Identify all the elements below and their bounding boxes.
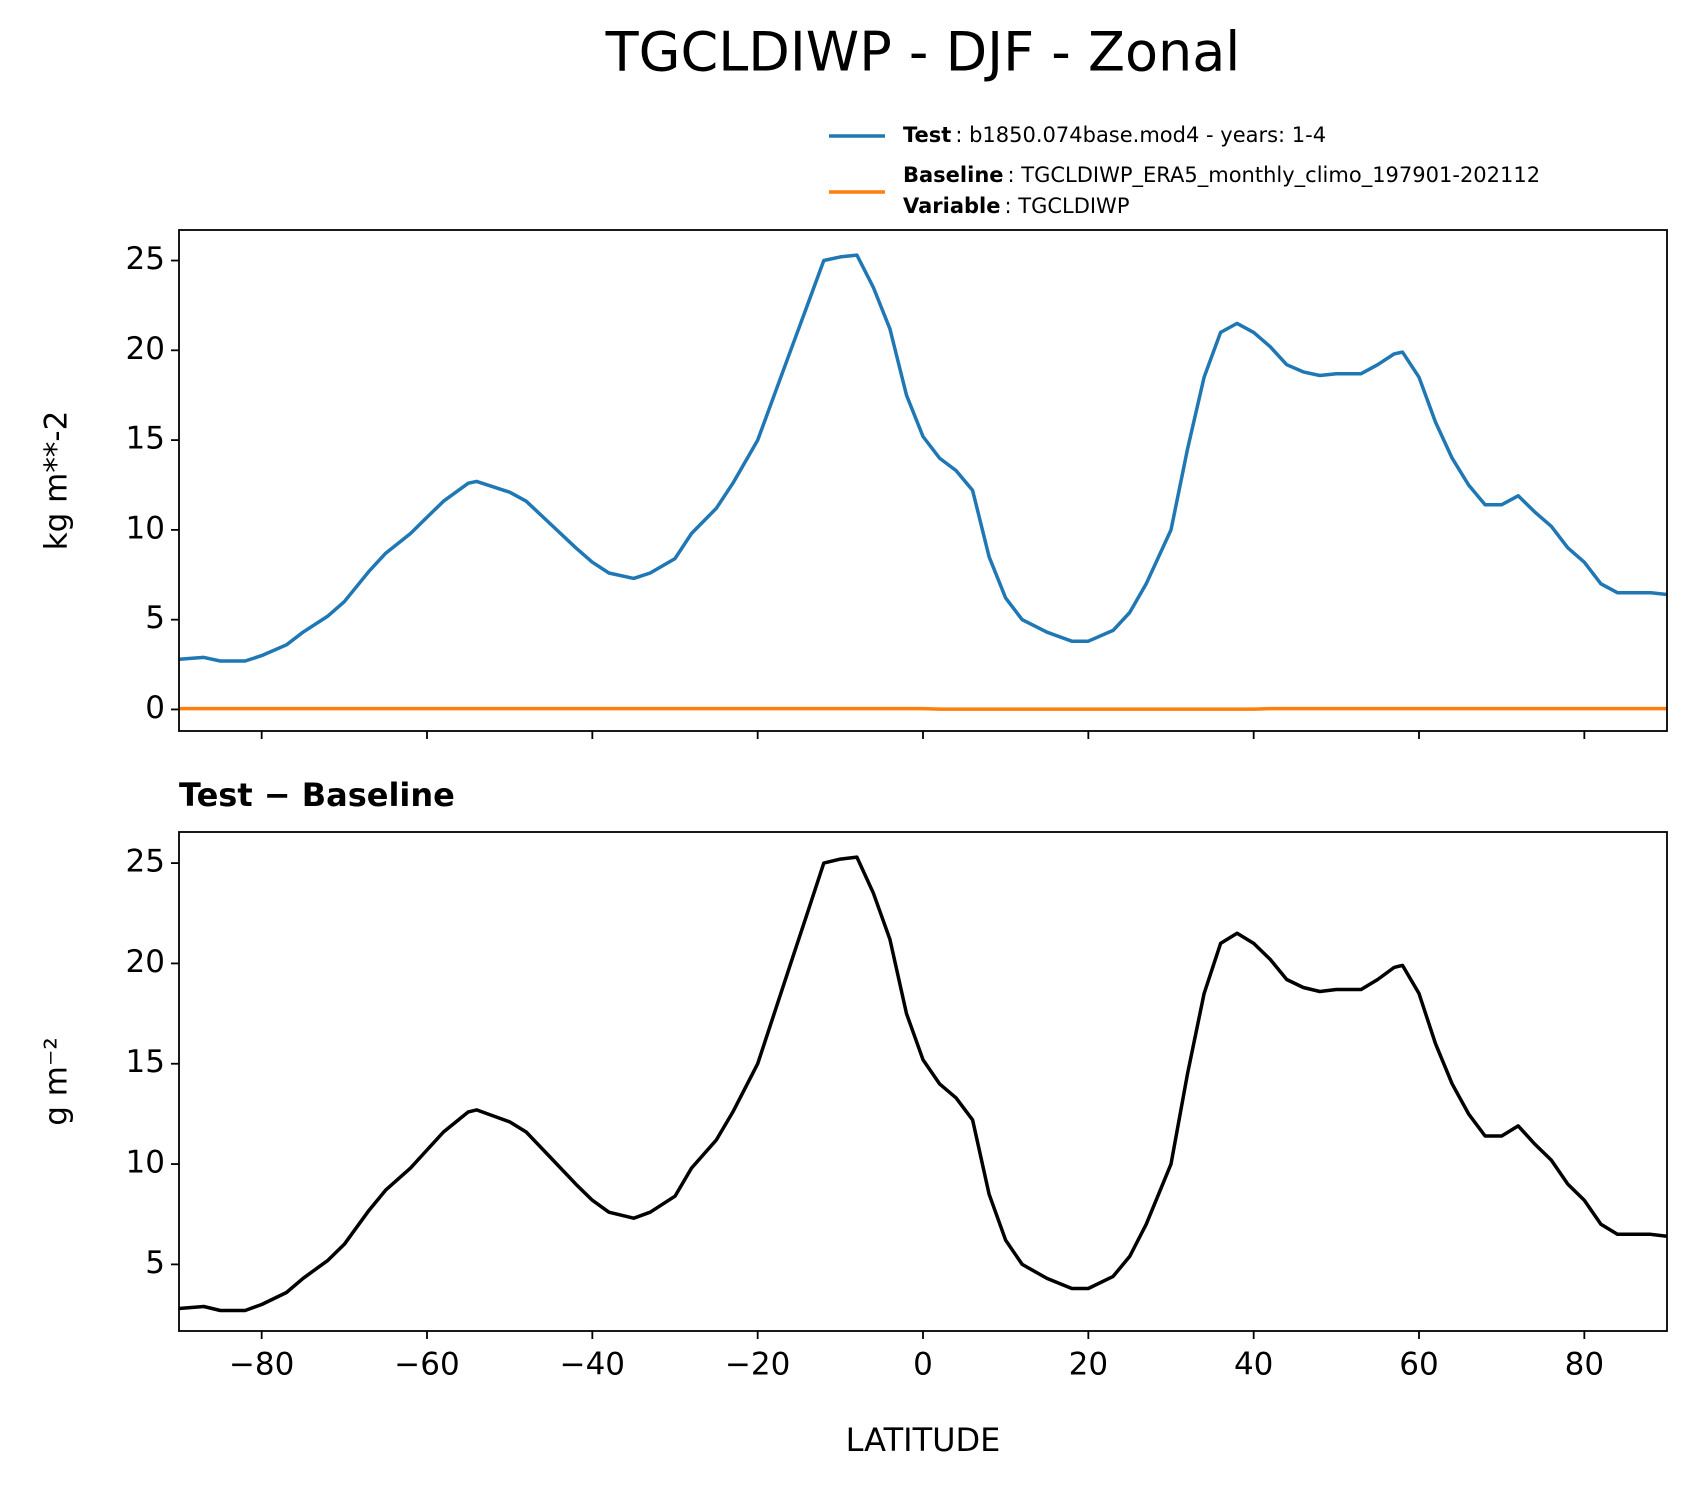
data-line bbox=[179, 855, 1667, 1313]
y-tick-label: 25 bbox=[126, 241, 165, 277]
legend-label: Variable: TGCLDIWP bbox=[903, 194, 1130, 218]
x-tick-label: −60 bbox=[394, 1347, 459, 1383]
x-tick-label: −80 bbox=[229, 1347, 294, 1383]
legend-description: : TGCLDIWP bbox=[1004, 194, 1129, 218]
x-tick-label: 20 bbox=[1069, 1347, 1108, 1383]
axes-frame bbox=[178, 831, 1668, 1332]
y-tick-label: 0 bbox=[145, 690, 165, 726]
legend-name: Variable bbox=[903, 194, 1000, 218]
y-tick-label: 10 bbox=[126, 1145, 165, 1181]
x-tick-label: −20 bbox=[725, 1347, 790, 1383]
x-axis-label: LATITUDE bbox=[846, 1421, 1001, 1459]
y-tick-label: 5 bbox=[145, 1245, 165, 1281]
legend-label: Test: b1850.074base.mod4 - years: 1-4 bbox=[903, 123, 1326, 147]
x-tick-label: 80 bbox=[1565, 1347, 1604, 1383]
y-tick-label: 15 bbox=[126, 421, 165, 457]
y-tick-label: 25 bbox=[126, 844, 165, 880]
legend-name: Test bbox=[903, 123, 951, 147]
y-tick-label: 10 bbox=[126, 510, 165, 546]
chart-title: TGCLDIWP - DJF - Zonal bbox=[605, 21, 1241, 84]
data-line bbox=[179, 706, 1667, 711]
legend-label: Baseline: TGCLDIWP_ERA5_monthly_climo_19… bbox=[903, 163, 1540, 188]
y-tick-label: 5 bbox=[145, 600, 165, 636]
x-tick-label: 0 bbox=[913, 1347, 933, 1383]
x-tick-label: −40 bbox=[560, 1347, 625, 1383]
y-tick-label: 20 bbox=[126, 331, 165, 367]
y-tick-label: 15 bbox=[126, 1044, 165, 1080]
y-axis-label: g m⁻² bbox=[39, 1037, 75, 1126]
axes-frame bbox=[178, 229, 1668, 732]
x-tick-label: 40 bbox=[1234, 1347, 1273, 1383]
legend-name: Baseline bbox=[903, 163, 1004, 187]
y-tick-label: 20 bbox=[126, 944, 165, 980]
subtitle: Test − Baseline bbox=[179, 776, 455, 814]
legend-description: : TGCLDIWP_ERA5_monthly_climo_197901-202… bbox=[1008, 163, 1541, 188]
data-line bbox=[179, 253, 1667, 663]
y-axis-label: kg m**-2 bbox=[39, 411, 75, 551]
x-tick-label: 60 bbox=[1399, 1347, 1438, 1383]
legend-description: : b1850.074base.mod4 - years: 1-4 bbox=[955, 123, 1326, 147]
